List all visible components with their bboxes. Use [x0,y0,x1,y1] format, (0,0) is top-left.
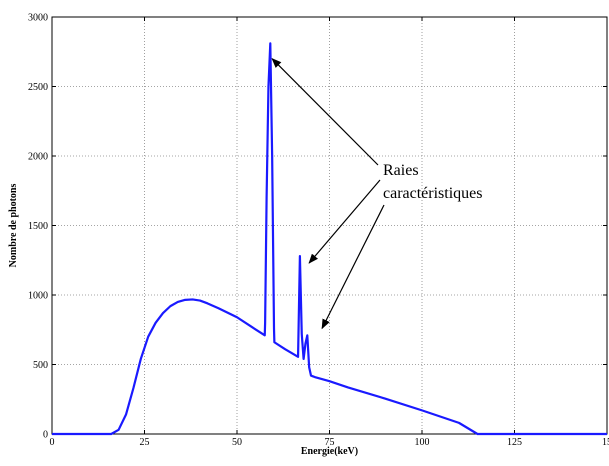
y-tick-label: 0 [43,430,48,441]
x-tick-label: 75 [325,437,335,448]
annotation-arrow [308,179,381,264]
y-tick-label: 500 [33,360,48,371]
x-tick-label: 0 [50,437,55,448]
y-tick-label: 2000 [28,152,48,163]
y-tick-label: 2500 [28,82,48,93]
y-tick-label: 3000 [28,13,48,24]
annotation-text-line-1: Raies [383,162,419,179]
y-tick-label: 1500 [28,221,48,232]
x-tick-label: 25 [140,437,150,448]
spectrum-line [52,42,607,436]
series-layer [52,42,607,436]
x-axis-label: Energie(keV) [301,446,358,457]
annotation-arrow [321,204,385,330]
x-tick-label: 100 [415,437,430,448]
grid-lines [52,17,607,434]
x-tick-label: 15 [602,437,609,448]
annotation-text-line-2: caractéristiques [383,185,483,202]
annotation: Raies caractéristiques [271,57,483,330]
x-tick-label: 125 [507,437,522,448]
axis-ticks: 025507510012515050010001500200025003000 [28,13,609,449]
x-tick-label: 50 [232,437,242,448]
annotation-arrow [271,57,379,166]
y-axis-label: Nombre de photons [8,184,19,268]
y-tick-label: 1000 [28,291,48,302]
